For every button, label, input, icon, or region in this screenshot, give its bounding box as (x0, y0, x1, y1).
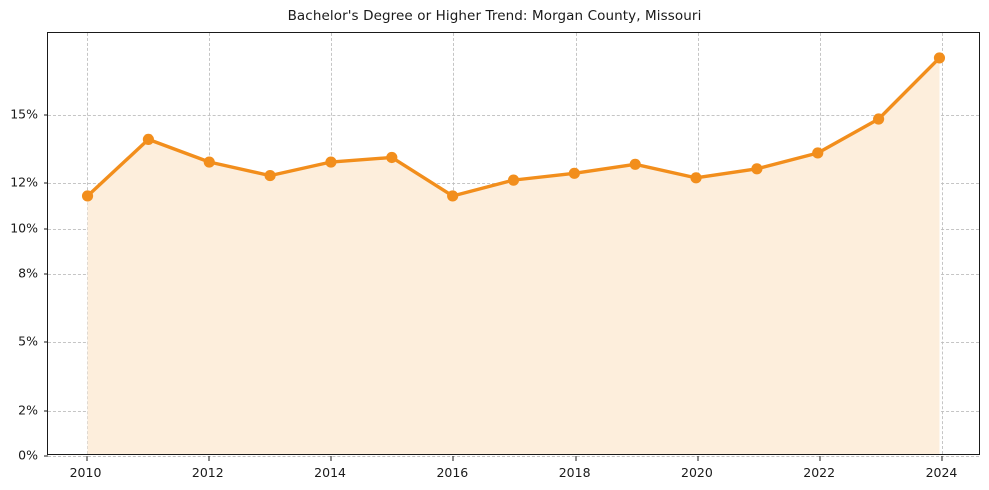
series-area-and-line: 2010: 11.4% 2011: 13.9% 2012: 12.9% 2013: 1… (81, 52, 946, 454)
x-axis-tick-mark (86, 456, 88, 461)
y-axis-tick-mark (43, 410, 48, 412)
x-axis-tick-label: 2020 (681, 465, 713, 480)
x-axis-tick-mark (941, 456, 943, 461)
y-axis-tick-label: 5% (18, 333, 38, 349)
y-axis-tick-label: 10% (10, 220, 38, 236)
x-axis-tick-label: 2012 (191, 465, 224, 480)
x-axis-tick-mark (208, 456, 210, 461)
gridline-vertical (942, 33, 944, 454)
y-axis-tick-label: 0% (18, 447, 38, 463)
plot-area: 2010: 11.4% 2011: 13.9% 2012: 12.9% 2013: 1… (43, 32, 980, 461)
y-axis-tick-label: 15% (10, 106, 38, 122)
x-axis-tick-mark (697, 456, 699, 461)
y-axis-tick-labels: 0% 2% 5% 8% 10% 12% 15% (0, 32, 47, 462)
data-point-marker[interactable]: 2022: 13.3% (812, 147, 824, 159)
gridline-vertical (86, 33, 88, 454)
data-point-marker[interactable]: 2010: 11.4% (81, 190, 94, 202)
y-axis-tick-mark (43, 228, 48, 230)
data-point-marker[interactable]: 2015: 13.1% (386, 151, 398, 164)
x-axis-tick-label: 2024 (925, 465, 958, 480)
chart-title: Bachelor's Degree or Higher Trend: Morga… (287, 8, 702, 24)
data-point-marker[interactable]: 2020: 12.2% (690, 172, 702, 184)
gridline-horizontal (48, 456, 979, 457)
y-axis-tick-label: 8% (18, 265, 38, 281)
data-point-marker[interactable]: 2023: 14.8% (873, 113, 885, 125)
x-axis-tick-mark (575, 456, 577, 461)
x-axis-tick-label: 2022 (803, 465, 836, 480)
x-axis-tick-label: 2014 (314, 465, 346, 480)
data-point-marker[interactable]: 2024: 17.5% (933, 52, 946, 64)
series-area-fill (87, 57, 940, 454)
y-axis-tick-mark (43, 273, 48, 275)
data-point-marker[interactable]: 2012: 12.9% (203, 156, 215, 168)
data-point-marker[interactable]: 2016: 11.4% (447, 190, 459, 202)
y-axis-tick-mark (43, 182, 48, 184)
data-point-marker[interactable]: 2019: 12.8% (629, 158, 641, 170)
data-point-marker[interactable]: 2018: 12.4% (568, 167, 580, 179)
y-axis-tick-label: 12% (10, 174, 38, 190)
y-axis-tick-mark (43, 455, 48, 457)
x-axis-tick-mark (819, 456, 821, 461)
x-axis-tick-labels: 2010 2012 2014 2016 2018 2020 2022 2024 (47, 455, 980, 490)
data-point-marker[interactable]: 2017: 12.1% (507, 174, 520, 186)
x-axis-tick-label: 2016 (436, 465, 469, 480)
x-axis-tick-label: 2018 (558, 465, 591, 480)
y-axis-tick-mark (43, 341, 48, 343)
y-axis-tick-mark (43, 114, 48, 116)
x-axis-tick-label: 2010 (69, 465, 102, 480)
data-point-marker[interactable]: 2021: 12.6% (751, 163, 763, 175)
data-point-marker[interactable]: 2013: 12.3% (264, 170, 276, 182)
x-axis-tick-mark (330, 456, 332, 461)
data-point-marker[interactable]: 2014: 12.9% (325, 156, 337, 168)
gridline-horizontal (48, 114, 979, 116)
data-point-marker[interactable]: 2011: 13.9% (142, 133, 154, 145)
axis-tick-marks (43, 33, 979, 461)
y-axis-tick-label: 2% (18, 402, 38, 418)
x-axis-tick-mark (452, 456, 454, 461)
